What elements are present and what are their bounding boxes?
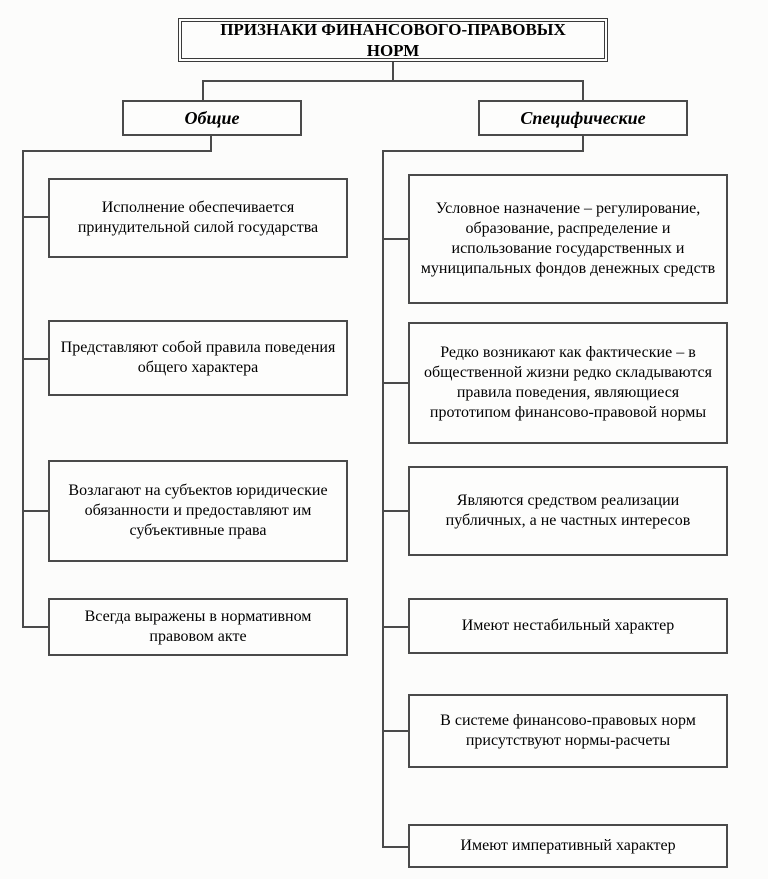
connector	[582, 136, 584, 150]
right-item-4-text: Имеют нестабильный характер	[462, 616, 674, 636]
connector	[382, 846, 408, 848]
right-item-2: Редко возникают как фактические – в обще…	[408, 322, 728, 444]
right-item-3: Являются средством реализации публичных,…	[408, 466, 728, 556]
connector	[382, 238, 408, 240]
connector	[22, 510, 48, 512]
right-item-3-text: Являются средством реализации публичных,…	[420, 491, 716, 531]
branch-label-right-text: Специфические	[520, 107, 645, 130]
connector	[382, 626, 408, 628]
connector	[392, 62, 394, 80]
left-item-1: Исполнение обеспечивается принудительной…	[48, 178, 348, 258]
right-item-1-text: Условное назначение – регулирование, обр…	[420, 199, 716, 279]
right-item-6-text: Имеют императивный характер	[460, 836, 675, 856]
left-item-1-text: Исполнение обеспечивается принудительной…	[60, 198, 336, 238]
connector	[202, 80, 204, 100]
right-item-1: Условное назначение – регулирование, обр…	[408, 174, 728, 304]
title-text: ПРИЗНАКИ ФИНАНСОВОГО-ПРАВОВЫХ НОРМ	[192, 19, 594, 62]
connector	[202, 80, 584, 82]
branch-label-left-text: Общие	[185, 107, 240, 130]
connector	[382, 730, 408, 732]
left-item-2: Представляют собой правила поведения общ…	[48, 320, 348, 396]
connector	[382, 150, 584, 152]
right-item-2-text: Редко возникают как фактические – в обще…	[420, 343, 716, 423]
branch-label-left: Общие	[122, 100, 302, 136]
connector	[22, 626, 48, 628]
connector	[22, 216, 48, 218]
left-item-3-text: Возлагают на субъектов юридические обяза…	[60, 481, 336, 541]
connector	[582, 80, 584, 100]
left-item-2-text: Представляют собой правила поведения общ…	[60, 338, 336, 378]
connector	[22, 150, 24, 628]
left-item-4-text: Всегда выражены в нормативном правовом а…	[60, 607, 336, 647]
connector	[382, 150, 384, 848]
diagram-canvas: ПРИЗНАКИ ФИНАНСОВОГО-ПРАВОВЫХ НОРМ Общие…	[0, 0, 768, 879]
title-box: ПРИЗНАКИ ФИНАНСОВОГО-ПРАВОВЫХ НОРМ	[178, 18, 608, 62]
right-item-5: В системе финансово-правовых норм присут…	[408, 694, 728, 768]
branch-label-right: Специфические	[478, 100, 688, 136]
left-item-3: Возлагают на субъектов юридические обяза…	[48, 460, 348, 562]
right-item-5-text: В системе финансово-правовых норм присут…	[420, 711, 716, 751]
connector	[22, 150, 212, 152]
right-item-6: Имеют императивный характер	[408, 824, 728, 868]
right-item-4: Имеют нестабильный характер	[408, 598, 728, 654]
connector	[22, 358, 48, 360]
connector	[382, 382, 408, 384]
connector	[382, 510, 408, 512]
left-item-4: Всегда выражены в нормативном правовом а…	[48, 598, 348, 656]
connector	[210, 136, 212, 150]
